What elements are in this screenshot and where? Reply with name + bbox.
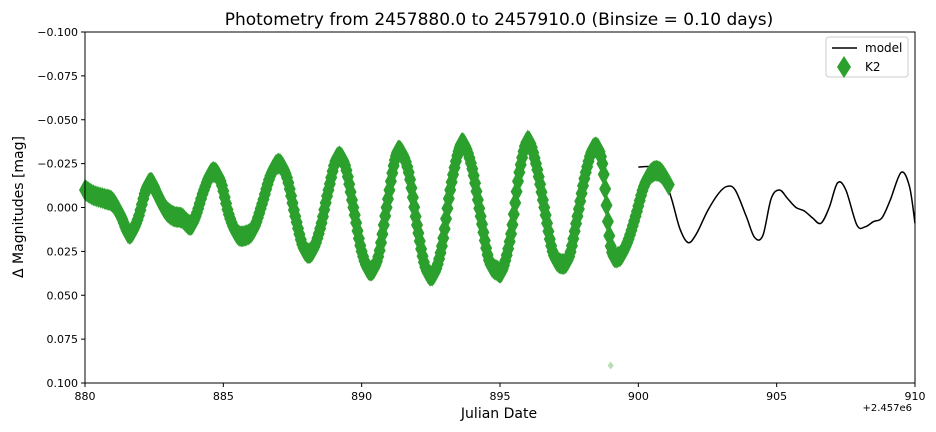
model-line — [638, 165, 916, 244]
k2-point — [601, 210, 614, 233]
x-tick-label: 885 — [213, 390, 234, 403]
k2-point — [662, 173, 675, 196]
x-axis: 880 885 890 895 900 905 910 — [75, 383, 926, 403]
model-series — [638, 165, 916, 244]
legend-k2-swatch — [837, 56, 851, 78]
k2-series — [79, 129, 675, 370]
x-tick-label: 905 — [766, 390, 787, 403]
x-tick-label: 880 — [75, 390, 96, 403]
x-tick-label: 900 — [628, 390, 649, 403]
y-tick-label: 0.100 — [47, 377, 79, 390]
legend-k2-label: K2 — [865, 60, 881, 74]
y-tick-label: 0.025 — [47, 245, 79, 258]
plot-area — [79, 31, 916, 384]
y-tick-label: 0.050 — [47, 289, 79, 302]
k2-point — [600, 194, 613, 217]
legend-model-label: model — [865, 41, 902, 55]
x-offset-label: +2.457e6 — [862, 403, 912, 414]
legend: model K2 — [825, 36, 909, 78]
y-tick-label: −0.050 — [37, 114, 78, 127]
y-axis-label: Δ Magnitudes [mag] — [11, 136, 27, 278]
chart-title: Photometry from 2457880.0 to 2457910.0 (… — [225, 10, 774, 30]
x-tick-label: 895 — [490, 390, 511, 403]
x-axis-label: Julian Date — [460, 406, 537, 422]
x-tick-label: 910 — [905, 390, 926, 403]
y-tick-label: 0.000 — [47, 202, 79, 215]
y-tick-label: −0.075 — [37, 70, 78, 83]
y-tick-label: −0.025 — [37, 158, 78, 171]
y-tick-label: 0.075 — [47, 333, 79, 346]
y-tick-label: −0.100 — [37, 26, 78, 39]
y-axis: −0.100 −0.075 −0.050 −0.025 0.000 0.025 0.050 0… — [37, 26, 85, 390]
x-tick-label: 890 — [351, 390, 372, 403]
k2-point — [597, 163, 610, 186]
k2-outlier-point — [607, 361, 614, 370]
k2-point — [599, 177, 612, 200]
